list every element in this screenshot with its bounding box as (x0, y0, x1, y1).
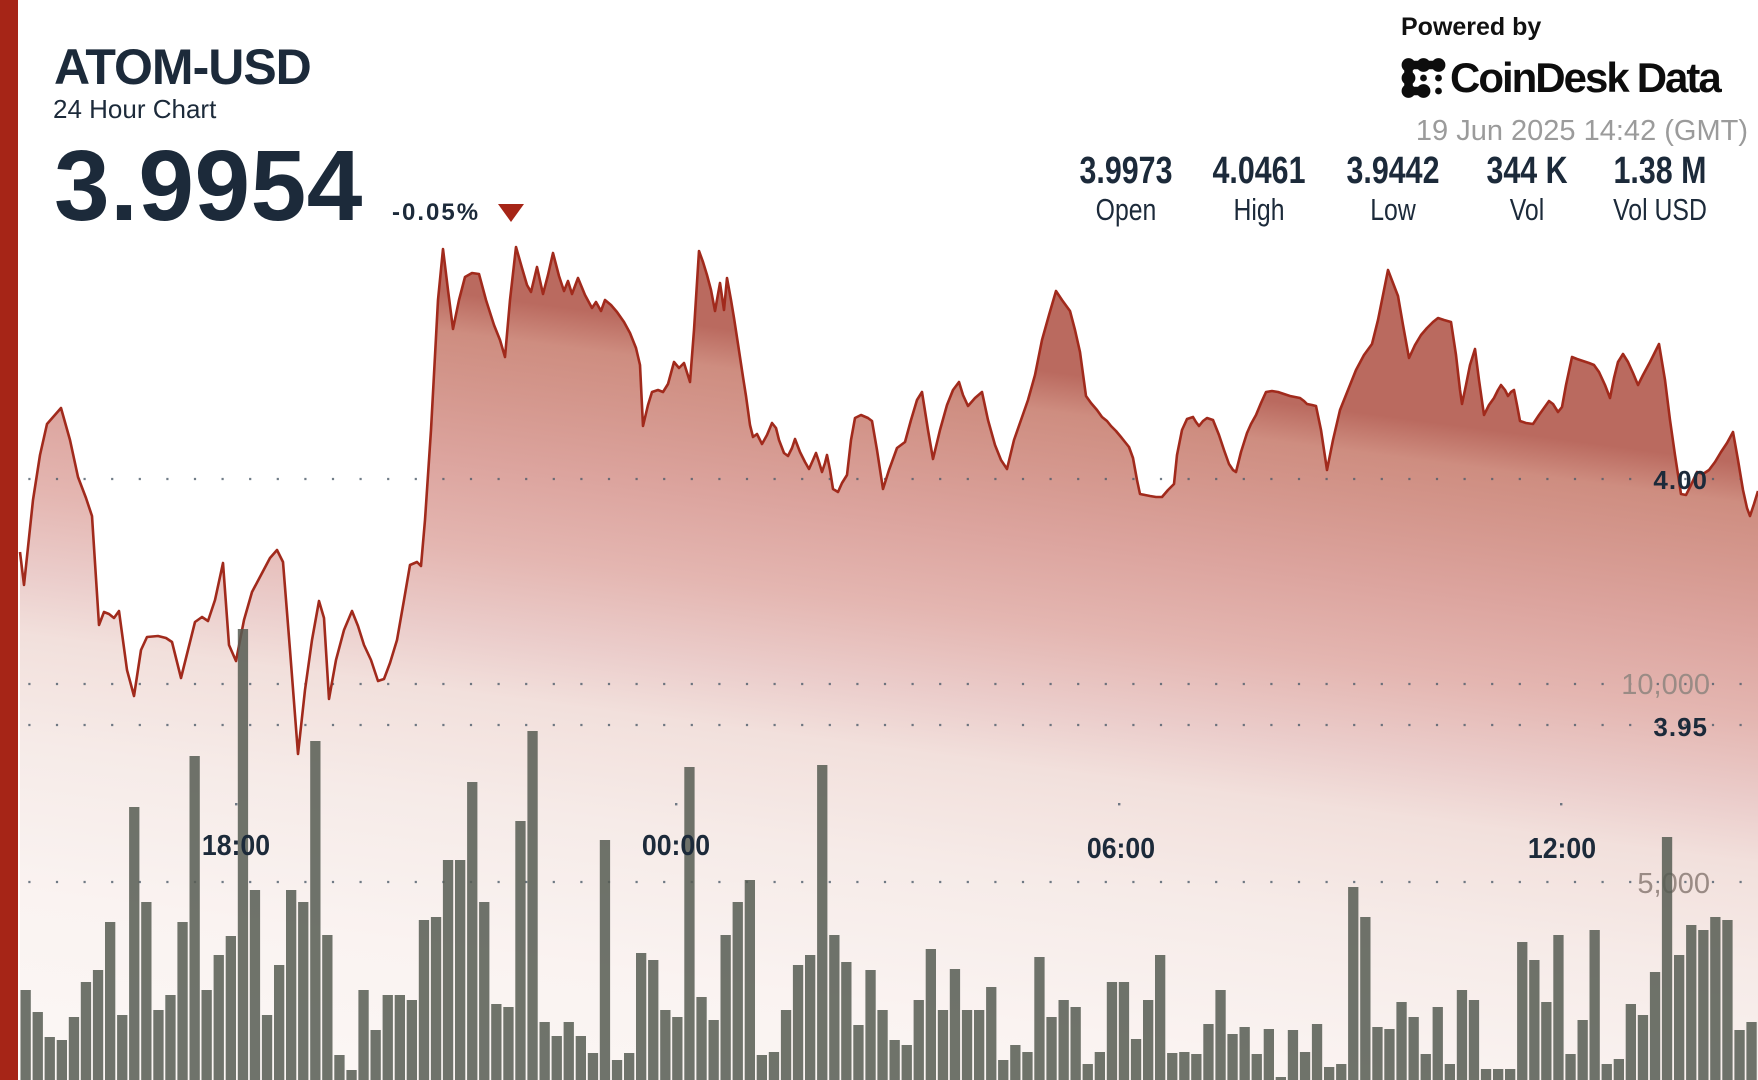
svg-text:5,000: 5,000 (1637, 868, 1710, 900)
svg-text:10,000: 10,000 (1621, 669, 1710, 701)
